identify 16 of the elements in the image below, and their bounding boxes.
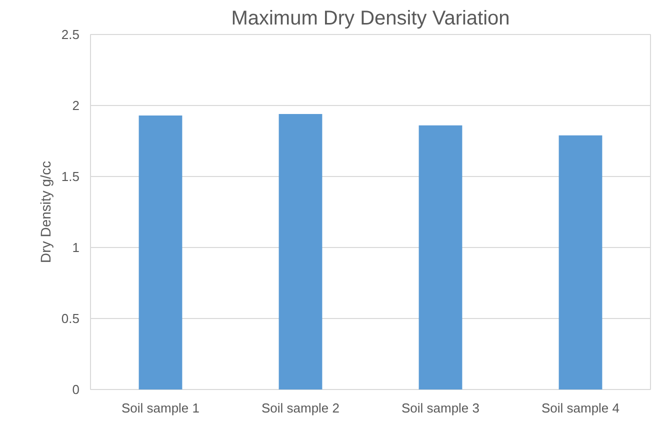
bar (558, 135, 602, 390)
x-tick-label: Soil sample 4 (541, 400, 620, 416)
bar (138, 115, 182, 390)
y-tick-label: 0.5 (61, 311, 80, 326)
chart-title: Maximum Dry Density Variation (231, 8, 510, 30)
y-tick-label: 1 (72, 240, 80, 255)
y-tick-label: 1.5 (61, 169, 80, 184)
y-tick-label: 2 (72, 98, 80, 113)
x-tick-label: Soil sample 3 (401, 400, 480, 416)
x-tick-label: Soil sample 2 (261, 400, 340, 416)
y-tick-label: 2.5 (61, 27, 80, 42)
y-tick-label: 0 (72, 382, 80, 397)
y-axis-title: Dry Density g/cc (37, 161, 54, 263)
bar (418, 125, 462, 390)
bar (278, 114, 322, 390)
x-tick-label: Soil sample 1 (121, 400, 200, 416)
